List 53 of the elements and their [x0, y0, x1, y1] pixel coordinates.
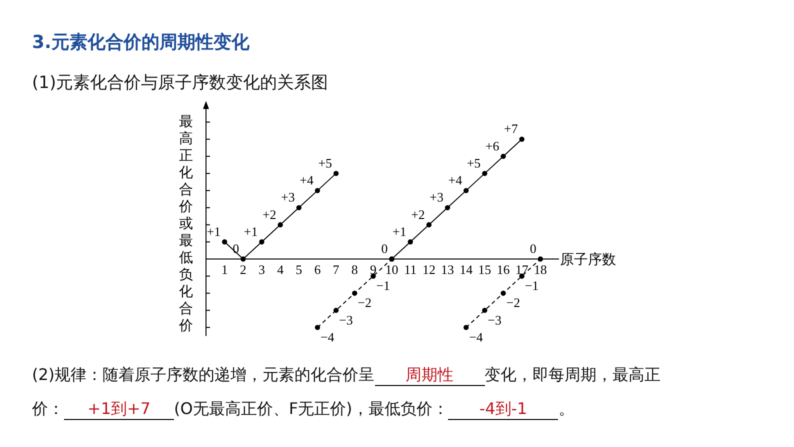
text: (2)规律：随着原子序数的递增，元素的化合价呈 — [32, 365, 375, 384]
data-label: +3 — [430, 190, 444, 205]
data-label: −1 — [524, 278, 539, 294]
data-label: +1 — [392, 224, 406, 239]
x-tick-label: 5 — [296, 262, 302, 277]
x-tick-label: 7 — [332, 262, 340, 277]
x-axis-title: 原子序数 — [560, 252, 616, 268]
data-label: +2 — [262, 206, 276, 222]
x-tick-label: 8 — [351, 262, 358, 277]
data-label: +2 — [411, 206, 425, 222]
x-tick-label: 18 — [534, 262, 547, 277]
chart-subtitle: (1)元素化合价与原子序数变化的关系图 — [32, 73, 328, 93]
text: 变化，即每周期，最高正 — [484, 365, 661, 384]
data-label: −4 — [469, 329, 484, 344]
data-label: −2 — [358, 295, 372, 310]
data-label: +4 — [300, 172, 314, 188]
x-tick-label: 3 — [258, 262, 265, 277]
text: -4到-1 — [448, 399, 558, 420]
text: 价： — [32, 399, 64, 418]
x-tick-label: 14 — [460, 262, 474, 277]
x-tick-label: 2 — [240, 262, 246, 277]
x-tick-label: 11 — [404, 262, 417, 277]
data-label: 0 — [530, 241, 536, 256]
x-tick-label: 10 — [385, 262, 398, 277]
data-label: +4 — [448, 172, 463, 188]
text: 周期性 — [374, 365, 485, 386]
x-tick-label: 15 — [478, 262, 492, 277]
text: 最高正化合价或最低负化合价 — [179, 114, 193, 334]
x-tick-label: 16 — [496, 262, 510, 277]
x-tick-label: 6 — [314, 262, 322, 277]
data-label: +5 — [318, 155, 332, 170]
chart-title: 3.元素化合价的周期性变化 — [32, 32, 250, 53]
x-tick-label: 4 — [277, 262, 284, 277]
text: +1到+7 — [64, 399, 174, 420]
data-label: +1 — [206, 224, 221, 239]
text: (O无最高正价、F无正价)，最低负价： — [174, 399, 448, 418]
x-tick-label: 17 — [515, 262, 529, 277]
x-tick-label: 13 — [441, 262, 454, 277]
data-label: −3 — [339, 312, 353, 328]
data-label: +6 — [485, 138, 500, 154]
text: 。 — [558, 399, 574, 418]
data-label: −1 — [376, 278, 390, 294]
data-label: +3 — [281, 190, 295, 205]
data-label: −3 — [488, 312, 502, 328]
x-tick-label: 1 — [221, 262, 228, 277]
x-tick-label: 9 — [370, 262, 376, 277]
data-label: +1 — [244, 224, 258, 239]
data-label: −2 — [506, 295, 520, 310]
data-label: +5 — [466, 155, 481, 170]
data-label: −4 — [320, 329, 335, 344]
data-label: 0 — [381, 241, 388, 256]
x-tick-label: 12 — [422, 262, 436, 277]
data-label: +7 — [504, 121, 518, 136]
